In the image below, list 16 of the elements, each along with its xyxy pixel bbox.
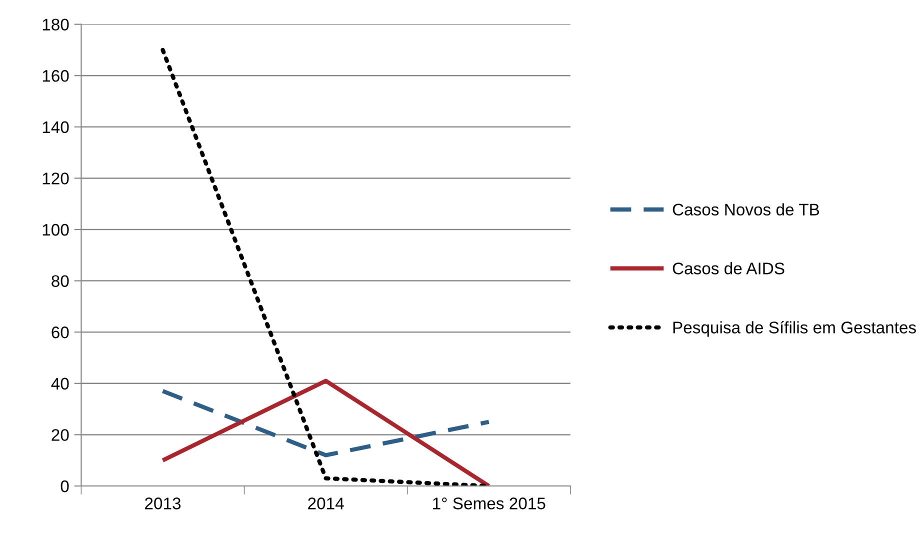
y-tick-label: 140	[42, 121, 69, 134]
legend-label: Casos Novos de TB	[672, 203, 820, 216]
legend-label: Casos de AIDS	[672, 262, 784, 274]
x-tick-label: 2014	[308, 498, 344, 510]
y-tick-label: 60	[52, 326, 69, 338]
y-tick-label: 0	[60, 480, 69, 492]
y-tick-label: 180	[42, 18, 69, 31]
y-tick-label: 20	[52, 429, 69, 441]
x-tick-label: 2013	[145, 498, 181, 510]
y-tick-label: 80	[52, 275, 69, 288]
y-tick-label: 160	[42, 70, 69, 82]
y-tick-label: 40	[51, 378, 69, 390]
y-tick-label: 100	[42, 224, 69, 236]
legend-label: Pesquisa de Sífilis em Gestantes	[673, 321, 916, 337]
x-tick-label: 1° Semes 2015	[433, 498, 546, 510]
y-tick-label: 120	[42, 172, 69, 184]
